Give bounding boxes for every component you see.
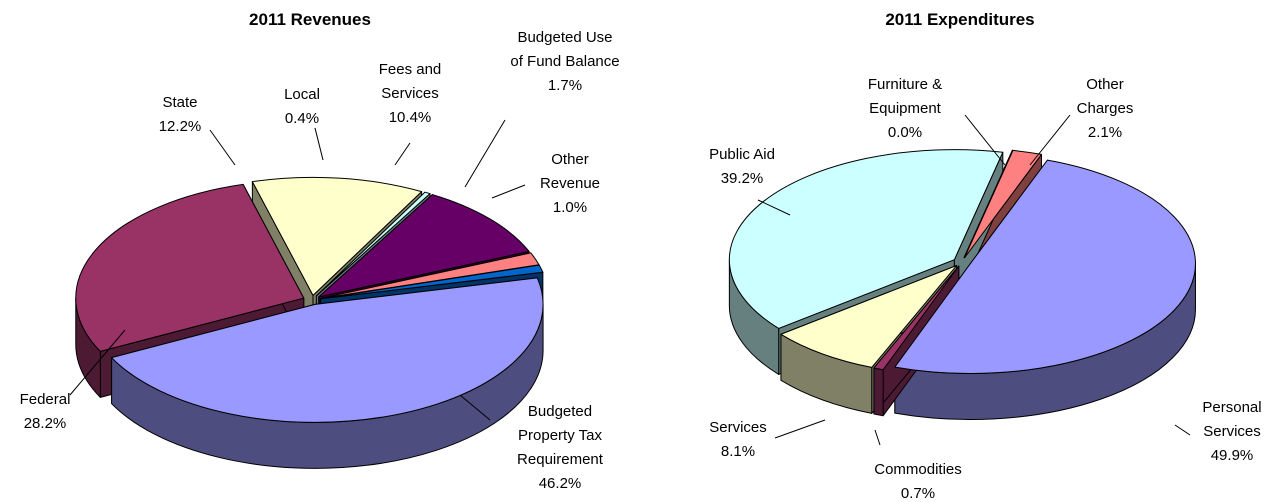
category-label: Local <box>284 86 320 103</box>
value-label: 12.2% <box>158 118 202 135</box>
slice <box>894 159 1196 374</box>
category-label: Budgeted Use of Fund Balance <box>510 29 620 70</box>
leader-line <box>774 419 826 439</box>
value-label: 0.0% <box>887 124 923 141</box>
value-label: 0.7% <box>900 485 936 502</box>
slice <box>320 264 544 300</box>
slice <box>315 191 431 297</box>
value-label: 39.2% <box>720 170 764 187</box>
category-label: Federal <box>19 391 71 408</box>
slice <box>780 265 958 368</box>
slice-label: Public Aid 39.2% <box>692 143 792 191</box>
category-label: Furniture & Equipment <box>867 76 943 117</box>
value-label: 10.4% <box>388 109 432 126</box>
leader-line <box>314 127 324 161</box>
slice-label: Budgeted Use of Fund Balance 1.7% <box>510 26 620 98</box>
value-label: 28.2% <box>23 415 67 432</box>
value-label: 0.4% <box>284 110 320 127</box>
slice-label: Services 8.1% <box>698 416 778 464</box>
value-label: 8.1% <box>720 443 756 460</box>
category-label: Fees and Services <box>378 61 442 102</box>
slice <box>728 149 1004 329</box>
chart-title: 2011 Revenues <box>249 10 371 29</box>
value-label: 46.2% <box>538 475 582 492</box>
category-label: Public Aid <box>709 146 775 163</box>
slice <box>963 149 1013 259</box>
chart-title: 2011 Expenditures <box>885 10 1035 29</box>
slice-label: Other Charges 2.1% <box>1065 73 1145 145</box>
slice <box>873 265 960 371</box>
slice-label: Other Revenue 1.0% <box>530 148 610 220</box>
leader-line <box>874 429 881 446</box>
value-label: 1.7% <box>547 77 583 94</box>
category-label: Services <box>709 419 767 436</box>
leader-line <box>964 114 1006 166</box>
category-label: Commodities <box>874 461 962 478</box>
slice <box>318 194 530 298</box>
leader-line <box>459 394 491 421</box>
slice <box>251 176 423 296</box>
slice-label: Federal 28.2% <box>5 388 85 436</box>
value-label: 2.1% <box>1087 124 1123 141</box>
leader-line <box>757 199 791 216</box>
slice-label: State 12.2% <box>140 91 220 139</box>
leader-line <box>464 119 506 188</box>
slice-label: Budgeted Property Tax Requirement 46.2% <box>500 400 620 496</box>
leader-line <box>1029 114 1071 166</box>
slice-label: Personal Services 49.9% <box>1192 396 1272 468</box>
category-label: State <box>162 94 198 111</box>
leader-line <box>394 142 411 166</box>
leader-line <box>491 184 526 199</box>
category-label: Other Revenue <box>539 151 601 192</box>
slice <box>964 149 1042 259</box>
slice-label: Local 0.4% <box>272 83 332 131</box>
value-label: 49.9% <box>1210 447 1254 464</box>
category-label: Personal Services <box>1202 399 1262 440</box>
leader-line <box>1174 424 1191 436</box>
slice-side <box>873 367 884 417</box>
leader-line <box>209 129 236 166</box>
slice <box>75 183 305 352</box>
slice <box>111 277 544 423</box>
category-label: Budgeted Property Tax Requirement <box>517 403 603 468</box>
category-label: Other Charges <box>1076 76 1134 117</box>
leader-line <box>69 329 126 396</box>
value-label: 1.0% <box>552 199 588 216</box>
slice-label: Fees and Services 10.4% <box>365 58 455 130</box>
slice-label: Furniture & Equipment 0.0% <box>850 73 960 145</box>
slice-label: Commodities 0.7% <box>863 458 973 502</box>
